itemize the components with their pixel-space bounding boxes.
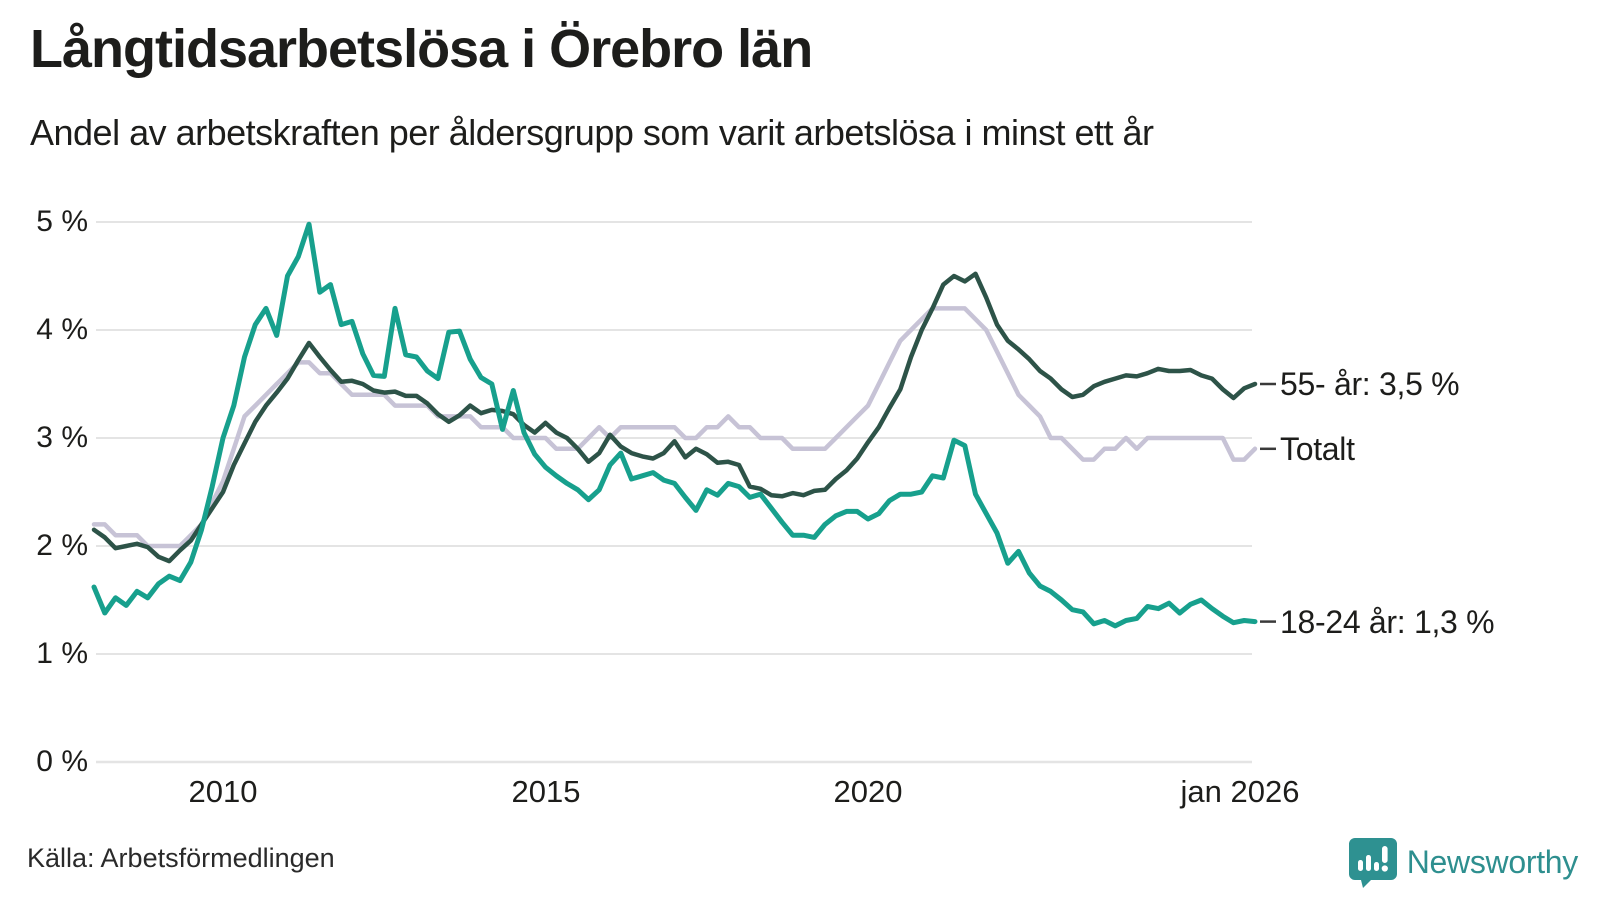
page-title: Långtidsarbetslösa i Örebro län	[30, 19, 813, 79]
page-subtitle: Andel av arbetskraften per åldersgrupp s…	[30, 112, 1154, 153]
y-tick-label-1: 1 %	[36, 637, 88, 670]
x-tick-label-2010: 2010	[188, 774, 258, 809]
newsworthy-wordmark: Newsworthy	[1406, 843, 1579, 880]
y-tick-label-5: 5 %	[36, 205, 88, 238]
series-end-label-18-24: 18-24 år: 1,3 %	[1280, 603, 1495, 640]
series-line-Totalt	[91, 306, 1258, 549]
y-tick-label-3: 3 %	[36, 421, 88, 454]
series-end-label-totalt: Totalt	[1280, 430, 1355, 467]
y-tick-label-4: 4 %	[36, 313, 88, 346]
source-note: Källa: Arbetsförmedlingen	[27, 843, 335, 873]
y-tick-label-2: 2 %	[36, 529, 88, 562]
series-line-55- år	[91, 271, 1258, 564]
x-tick-label-jan-2026: jan 2026	[1180, 774, 1300, 809]
y-tick-label-0: 0 %	[36, 745, 88, 778]
series-line-18-24 år	[91, 221, 1258, 629]
series-end-label-55: 55- år: 3,5 %	[1280, 366, 1460, 402]
x-tick-label-2015: 2015	[511, 774, 581, 809]
x-tick-label-2020: 2020	[833, 774, 903, 809]
newsworthy-branding[interactable]: Newsworthy	[1348, 836, 1579, 888]
newsworthy-logo-icon	[1348, 836, 1397, 888]
